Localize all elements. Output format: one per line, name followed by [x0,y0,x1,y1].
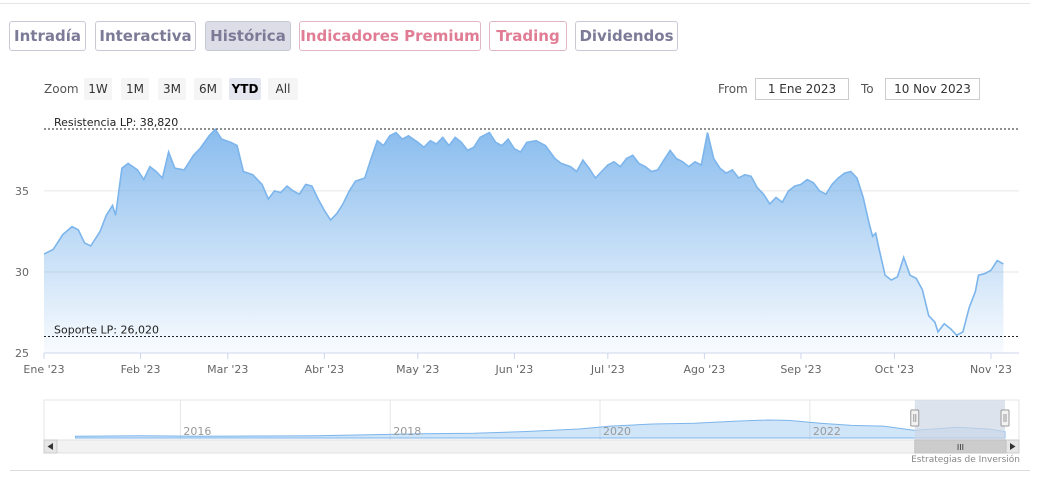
navigator-handle-right[interactable] [1000,409,1010,427]
top-divider [0,3,1030,4]
navigator-handle-grip [910,409,920,427]
x-tick-label: Feb '23 [121,363,161,376]
navigator[interactable]: 2016 2018 2020 2022 III [0,398,1038,456]
zoom-all-button[interactable]: All [268,78,298,100]
y-tick-label: 30 [15,266,29,279]
bottom-divider [10,470,1030,471]
price-area-chart[interactable]: 25 30 35 Resistencia LP: 38,820 Soporte LP:… [0,110,1038,390]
tab-intradia[interactable]: Intradía [9,21,86,51]
tab-interactiva[interactable]: Interactiva [95,21,196,51]
navigator-year-label: 2016 [183,425,211,438]
x-tick-label: Ago '23 [684,363,726,376]
navigator-year-label: 2022 [813,425,841,438]
navigator-selection-mask[interactable] [914,400,1005,440]
zoom-label: Zoom [44,82,79,96]
to-date-input[interactable] [885,78,980,100]
x-tick-label: Nov '23 [970,363,1012,376]
navigator-scrollbar-track[interactable] [43,439,1020,454]
resistance-label: Resistencia LP: 38,820 [54,116,178,129]
scroll-left-arrow-icon [47,443,53,450]
scroll-right-arrow-icon [1010,443,1016,450]
navigator-handle-left[interactable] [910,409,920,427]
navigator-gridlines [179,400,811,440]
tab-dividendos[interactable]: Dividendos [575,21,678,51]
zoom-3m-button[interactable]: 3M [158,78,186,100]
navigator-year-label: 2020 [603,425,631,438]
x-tick-label: May '23 [396,363,439,376]
x-tick-label: Mar '23 [207,363,248,376]
tab-indicadores-premium[interactable]: Indicadores Premium [299,21,481,51]
zoom-1w-button[interactable]: 1W [84,78,112,100]
x-tick-label: Oct '23 [875,363,915,376]
x-tick-label: Jun '23 [495,363,534,376]
x-tick-label: Jul '23 [590,363,625,376]
from-date-input[interactable] [755,78,849,100]
scrollbar-grip-icon: III [957,443,964,452]
chart-credits: Estrategias de Inversión [911,455,1020,465]
x-tick-label: Sep '23 [780,363,821,376]
support-label: Soporte LP: 26,020 [54,323,159,336]
tab-trading[interactable]: Trading [489,21,567,51]
to-label: To [861,82,874,96]
y-axis-ticks: 25 30 35 [15,185,29,360]
zoom-ytd-button[interactable]: YTD [229,78,261,100]
zoom-1m-button[interactable]: 1M [121,78,149,100]
from-label: From [718,82,748,96]
navigator-frame [43,399,1020,441]
x-tick-label: Abr '23 [305,363,345,376]
y-tick-label: 35 [15,185,29,198]
navigator-year-label: 2018 [393,425,421,438]
scrollbar-thumb[interactable] [914,439,1007,454]
y-tick-label: 25 [15,347,29,360]
tab-historica[interactable]: Histórica [205,21,291,51]
series-line [43,128,1004,337]
series-area [44,129,1004,353]
navigator-handle-grip [1000,409,1010,427]
x-tick-label: Ene '23 [23,363,64,376]
navigator-year-labels: 2016 2018 2020 2022 [183,425,840,438]
zoom-6m-button[interactable]: 6M [194,78,222,100]
support-resistance-bands: Resistencia LP: 38,820 Soporte LP: 26,020 [44,116,1019,337]
x-axis-ticks: Ene '23 Feb '23 Mar '23 Abr '23 May '23 Jun '… [23,353,1012,376]
